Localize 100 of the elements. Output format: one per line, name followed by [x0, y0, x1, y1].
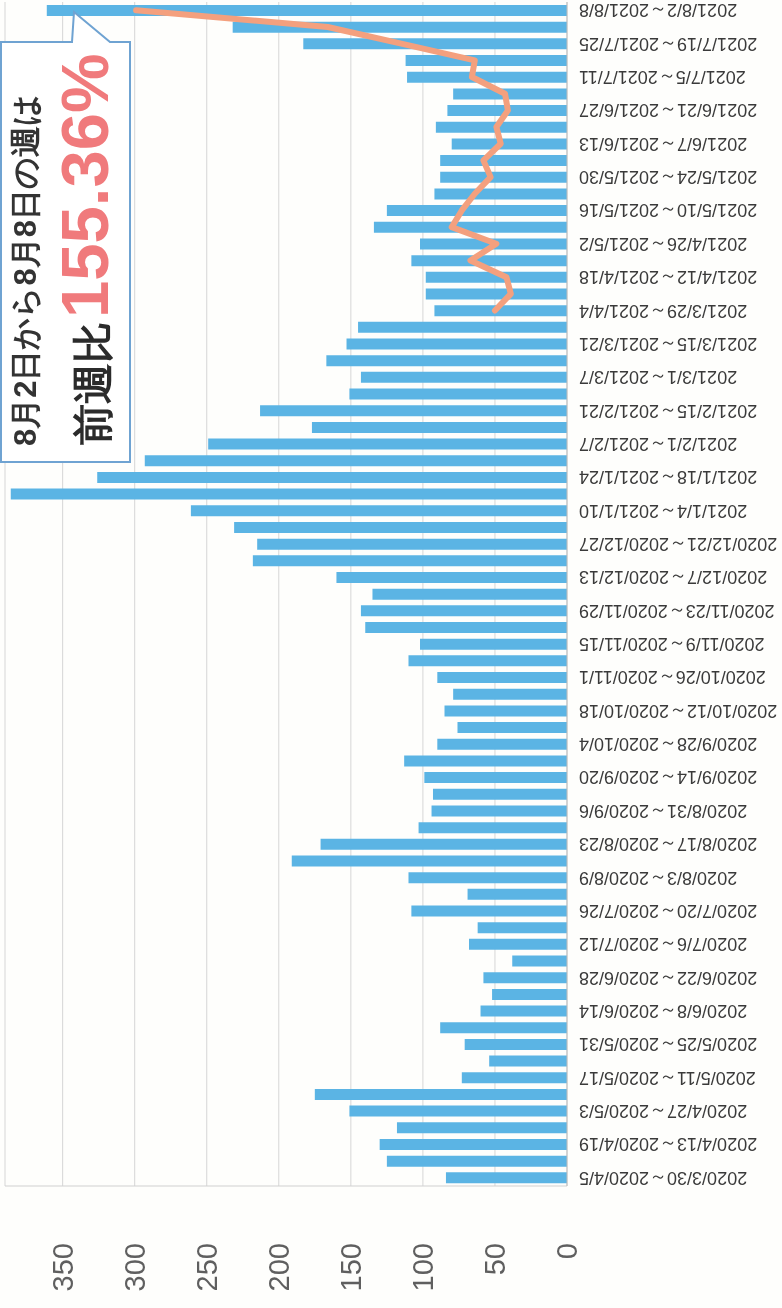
y-tick-label: 2020/8/3～2020/8/9	[579, 867, 738, 888]
bar	[46, 5, 567, 16]
bar	[349, 1105, 567, 1117]
annotation: 前週比	[70, 322, 116, 445]
bar	[453, 688, 567, 700]
bar	[444, 705, 567, 717]
bar	[349, 388, 567, 400]
y-tick-label: 2021/1/18～2021/1/24	[579, 467, 758, 488]
x-tick-label: 250	[190, 1243, 223, 1292]
bar	[346, 338, 567, 350]
y-tick-label: 2020/8/31～2020/9/6	[579, 800, 748, 821]
y-tick-label: 2020/6/8～2020/6/14	[579, 1000, 748, 1021]
x-tick-label: 300	[118, 1243, 151, 1292]
bar	[420, 638, 567, 650]
bar	[477, 922, 567, 934]
x-tick-label: 0	[551, 1243, 583, 1260]
bar	[453, 88, 567, 100]
y-tick-label: 2020/5/25～2020/5/31	[579, 1034, 758, 1055]
bar	[404, 755, 567, 767]
bar	[320, 838, 567, 850]
bar	[469, 938, 567, 950]
bar	[326, 355, 567, 367]
bar	[408, 655, 567, 667]
bar	[365, 622, 567, 634]
bar	[424, 772, 567, 784]
y-tick-label: 2020/7/6～2020/7/12	[579, 934, 748, 955]
y-tick-label: 2020/12/21～2020/12/27	[579, 533, 778, 554]
bar	[440, 1022, 567, 1034]
bar	[291, 855, 567, 867]
bar	[492, 988, 567, 1000]
y-tick-label: 2021/7/19～2021/7/25	[579, 33, 758, 54]
bar	[420, 238, 567, 250]
bar	[411, 255, 567, 267]
bar	[425, 288, 567, 300]
bar	[386, 205, 567, 217]
y-tick-label: 2020/12/7～2020/12/13	[579, 567, 768, 588]
bar	[464, 1038, 567, 1050]
bar	[208, 438, 567, 450]
bar	[445, 1172, 567, 1184]
x-tick-label: 150	[334, 1243, 367, 1292]
y-tick-label: 2020/11/23～2020/11/29	[579, 600, 775, 621]
y-tick-label: 2021/7/5～2021/7/11	[579, 67, 746, 88]
y-tick-label: 2021/6/21～2021/6/27	[579, 100, 758, 121]
y-tick-label: 2020/10/26～2020/11/1	[579, 667, 766, 688]
bar	[425, 271, 567, 283]
bar	[437, 672, 567, 684]
bar	[489, 1055, 567, 1067]
y-tick-label: 2021/5/10～2021/5/16	[579, 200, 758, 221]
bar	[396, 1122, 567, 1134]
bar	[372, 588, 567, 600]
y-tick-label: 2020/10/12～2020/10/18	[579, 700, 778, 721]
y-tick-label: 2021/1/4～2021/1/10	[579, 500, 748, 521]
x-tick-label: 200	[262, 1243, 295, 1292]
y-tick-label: 2020/11/9～2020/11/15	[579, 634, 765, 655]
bar	[418, 822, 567, 834]
bar	[379, 1138, 567, 1150]
bar	[512, 955, 567, 967]
bar	[461, 1072, 567, 1084]
bar	[311, 421, 567, 433]
bar	[360, 371, 567, 383]
bar	[435, 121, 567, 133]
y-tick-label: 2020/3/30～2020/4/5	[579, 1167, 748, 1188]
bar	[440, 155, 567, 167]
y-tick-label: 2021/2/1～2021/2/7	[579, 433, 738, 454]
bar	[432, 788, 567, 800]
y-tick-label: 2021/4/26～2021/5/2	[579, 233, 748, 254]
bar	[257, 538, 567, 550]
y-tick-label: 2020/7/20～2020/7/26	[579, 900, 758, 921]
bar	[234, 521, 567, 533]
bar	[358, 321, 567, 333]
x-tick-label: 50	[478, 1243, 511, 1276]
y-tick-label: 2020/4/27～2020/5/3	[579, 1100, 748, 1121]
bar	[386, 1155, 567, 1167]
bar	[437, 738, 567, 750]
y-tick-label: 2020/8/17～2020/8/23	[579, 834, 758, 855]
y-tick-label: 2021/5/24～2021/5/30	[579, 167, 758, 188]
bar	[480, 1005, 567, 1017]
bar	[411, 905, 567, 917]
bar	[451, 138, 567, 150]
bar	[190, 505, 567, 517]
y-tick-label: 2021/6/7～2021/6/13	[579, 133, 748, 154]
y-tick-label: 2021/8/2～2021/8/8	[579, 0, 738, 21]
y-tick-label: 2021/3/1～2021/3/7	[579, 367, 738, 388]
y-tick-label: 2020/9/14～2020/9/20	[579, 767, 758, 788]
bar	[314, 1088, 567, 1100]
bar	[97, 471, 567, 483]
bar	[373, 221, 567, 233]
x-tick-label: 100	[406, 1243, 439, 1292]
bar	[407, 71, 567, 83]
bar	[408, 872, 567, 884]
x-tick-label: 350	[46, 1243, 79, 1292]
bar	[457, 722, 567, 734]
bar	[431, 805, 567, 817]
y-tick-label: 2021/4/12～2021/4/18	[579, 267, 758, 288]
y-tick-label: 2020/9/28～2020/10/4	[579, 734, 758, 755]
y-tick-label: 2021/3/15～2021/3/21	[579, 333, 758, 354]
bar	[483, 972, 567, 984]
bar	[434, 305, 567, 317]
bar	[10, 488, 567, 500]
bar	[260, 405, 567, 417]
